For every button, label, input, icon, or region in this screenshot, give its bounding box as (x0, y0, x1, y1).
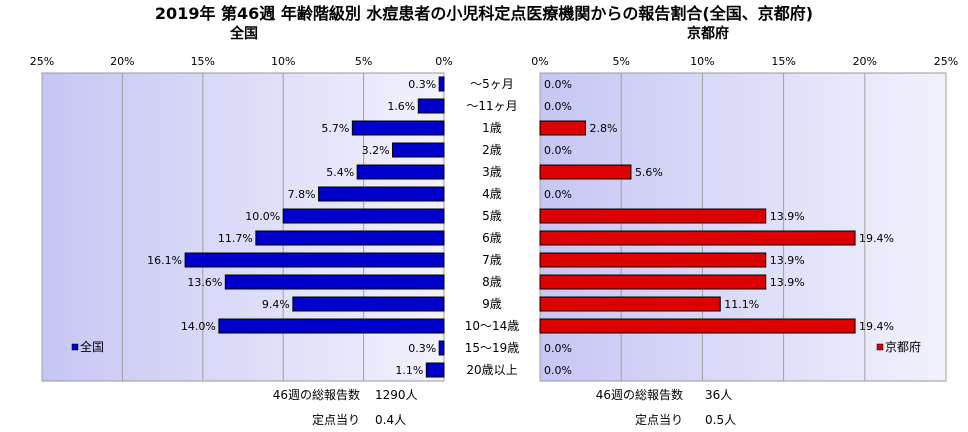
category-axis: 〜5ヶ月〜11ヶ月 1歳 2歳 3歳 4歳 5歳 6歳 7歳 8歳 9歳 10〜14歳 15〜19歳 2… (465, 77, 520, 377)
bar (539, 252, 767, 268)
data-label: 0.0% (544, 342, 572, 355)
data-label: 5.6% (635, 166, 663, 179)
data-label: 0.0% (544, 144, 572, 157)
summary-value: 36人 (705, 388, 732, 402)
legend-swatch (876, 343, 884, 351)
legend-label: 全国 (80, 339, 104, 354)
bar (282, 208, 445, 224)
bar (351, 120, 445, 136)
category-label: 4歳 (482, 187, 502, 201)
bar (425, 362, 445, 378)
data-label: 11.1% (724, 298, 759, 311)
bar (184, 252, 445, 268)
bar (539, 274, 767, 290)
bar (539, 296, 721, 312)
data-label: 10.0% (245, 210, 280, 223)
bar (356, 164, 445, 180)
data-label: 13.6% (187, 276, 222, 289)
x-tick-label: 10% (690, 55, 714, 68)
summary-value: 0.5人 (705, 413, 736, 427)
data-label: 13.9% (770, 210, 805, 223)
category-label: 20歳以上 (466, 363, 517, 377)
summary-value: 0.4人 (375, 413, 406, 427)
bar (417, 98, 445, 114)
data-label: 0.3% (408, 342, 436, 355)
panel-kyoto: 京都府 0% 5% 10% 15% 20% 25% 0.0% 0.0% 2.8% 0.0% 5.6% 0… (531, 25, 958, 427)
x-tick-label: 10% (271, 55, 295, 68)
category-label: 8歳 (482, 275, 502, 289)
data-label: 13.9% (770, 254, 805, 267)
data-label: 19.4% (859, 232, 894, 245)
data-label: 5.4% (326, 166, 354, 179)
data-label: 0.0% (544, 364, 572, 377)
legend-label: 京都府 (885, 339, 921, 354)
x-tick-label: 25% (30, 55, 54, 68)
summary-value: 1290人 (375, 388, 418, 402)
data-label: 13.9% (770, 276, 805, 289)
bar (438, 340, 445, 356)
bar (392, 142, 445, 158)
data-label: 2.8% (589, 122, 617, 135)
bar (255, 230, 445, 246)
data-label: 16.1% (147, 254, 182, 267)
bar (438, 76, 445, 92)
data-label: 0.0% (544, 188, 572, 201)
data-label: 1.6% (387, 100, 415, 113)
x-tick-label: 0% (531, 55, 548, 68)
x-tick-label: 5% (612, 55, 629, 68)
category-label: 5歳 (482, 209, 502, 223)
data-label: 3.2% (362, 144, 390, 157)
x-tick-label: 5% (355, 55, 372, 68)
bar (292, 296, 445, 312)
data-label: 9.4% (262, 298, 290, 311)
data-label: 1.1% (395, 364, 423, 377)
category-label: 6歳 (482, 231, 502, 245)
panel-title: 全国 (229, 25, 258, 42)
bar (539, 318, 856, 334)
data-label: 7.8% (288, 188, 316, 201)
category-label: 15〜19歳 (465, 341, 520, 355)
category-label: 2歳 (482, 143, 502, 157)
summary-label: 46週の総報告数 (596, 387, 683, 402)
bar (218, 318, 445, 334)
panel-title: 京都府 (687, 25, 729, 42)
x-tick-label: 25% (934, 55, 958, 68)
chart-title: 2019年 第46週 年齢階級別 水痘患者の小児科定点医療機関からの報告割合(全… (155, 4, 813, 23)
category-label: 10〜14歳 (465, 319, 520, 333)
summary-label: 定点当り (312, 412, 360, 427)
plot-area (41, 72, 445, 382)
x-tick-label: 15% (191, 55, 215, 68)
data-label: 5.7% (321, 122, 349, 135)
summary-label: 46週の総報告数 (273, 387, 360, 402)
data-label: 0.3% (408, 78, 436, 91)
x-tick-label: 0% (435, 55, 452, 68)
category-label: 7歳 (482, 253, 502, 267)
bar (539, 120, 586, 136)
x-tick-label: 20% (110, 55, 134, 68)
category-label: 〜11ヶ月 (466, 99, 517, 113)
data-label: 14.0% (181, 320, 216, 333)
data-label: 11.7% (218, 232, 253, 245)
category-label: 9歳 (482, 297, 502, 311)
legend-swatch (71, 343, 79, 351)
bar (318, 186, 445, 202)
panel-national: 全国 0% 5% 10% 15% 20% 25% 0.3% 1.6% 5.7% 3.2% 5.4% 7.… (30, 25, 453, 427)
bar (539, 164, 632, 180)
category-label: 3歳 (482, 165, 502, 179)
x-tick-label: 15% (771, 55, 795, 68)
category-label: 1歳 (482, 121, 502, 135)
x-tick-label: 20% (853, 55, 877, 68)
bar (539, 230, 856, 246)
plot-area (539, 72, 947, 382)
bar (539, 208, 767, 224)
category-label: 〜5ヶ月 (470, 77, 514, 91)
data-label: 0.0% (544, 100, 572, 113)
summary-label: 定点当り (635, 412, 683, 427)
data-label: 0.0% (544, 78, 572, 91)
bar (224, 274, 445, 290)
data-label: 19.4% (859, 320, 894, 333)
